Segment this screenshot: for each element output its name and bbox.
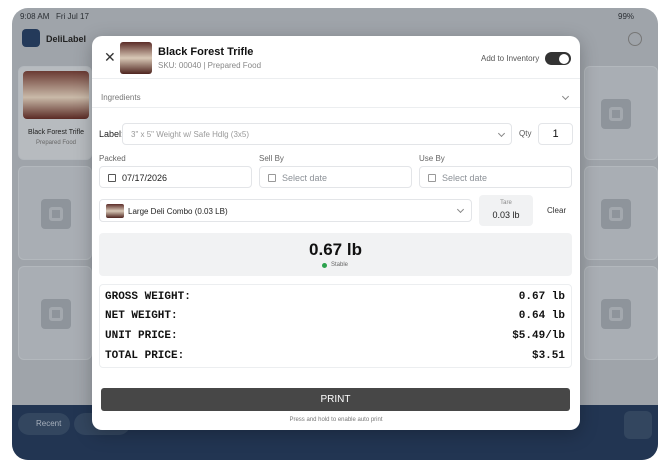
label-caption: Label:: [99, 129, 124, 139]
qty-input[interactable]: 1: [538, 123, 573, 145]
qty-label: Qty: [519, 129, 532, 138]
product-thumbnail: [120, 42, 152, 74]
status-date: Fri Jul 17: [56, 12, 89, 21]
toggle-label: Add to Inventory: [481, 54, 540, 63]
product-name: Black Forest Trifle: [27, 129, 84, 136]
container-select[interactable]: Large Deli Combo (0.03 LB): [99, 199, 472, 222]
print-button[interactable]: PRINT: [101, 388, 570, 411]
search-button[interactable]: [624, 411, 652, 439]
summary-value: $3.51: [531, 350, 565, 362]
divider: [92, 107, 580, 108]
product-image: [23, 71, 89, 119]
label-select[interactable]: 3" x 5" Weight w/ Safe Hdlg (3x5): [122, 123, 512, 145]
calendar-icon: [108, 174, 116, 182]
date-label: Use By: [419, 154, 445, 163]
summary-label: TOTAL PRICE:: [105, 350, 185, 362]
tare-value: 0.03 lb: [492, 210, 520, 220]
modal-title: Black Forest Trifle: [158, 46, 254, 58]
summary-value: 0.64 lb: [518, 310, 565, 322]
placeholder-tile: [18, 266, 92, 360]
date-input[interactable]: Select date: [419, 166, 572, 188]
tare-box: Tare 0.03 lb: [479, 195, 533, 226]
tare-label: Tare: [500, 200, 512, 206]
summary-value: $5.49/lb: [512, 330, 565, 342]
settings-button[interactable]: [628, 32, 642, 46]
placeholder-tile: [18, 166, 92, 260]
summary-table: GROSS WEIGHT: 0.67 lb NET WEIGHT: 0.64 l…: [99, 284, 572, 368]
date-value: Select date: [282, 173, 328, 183]
app-logo: [22, 29, 40, 47]
stable-dot: [322, 263, 327, 268]
summary-label: GROSS WEIGHT:: [105, 291, 191, 303]
label-modal: ✕ Black Forest Trifle SKU: 00040 | Prepa…: [92, 36, 580, 430]
product-category: Prepared Food: [35, 140, 77, 146]
print-hint: Press and hold to enable auto print: [289, 417, 383, 423]
container-thumbnail: [106, 204, 124, 218]
scale-display: 0.67 lb Stable: [99, 233, 572, 276]
date-label: Sell By: [259, 154, 284, 163]
summary-label: UNIT PRICE:: [105, 330, 178, 342]
placeholder-tile: [584, 166, 658, 260]
chevron: [497, 129, 506, 138]
chevron: [456, 205, 465, 214]
placeholder-tile: [584, 66, 658, 160]
date-label: Packed: [99, 154, 126, 163]
status-time: 9:08 AM: [20, 12, 50, 21]
date-value: 07/17/2026: [122, 173, 168, 183]
status-battery: 99%: [618, 12, 635, 21]
scale-weight: 0.67 lb: [309, 240, 362, 259]
app-name: DeliLabel: [46, 34, 87, 44]
modal-subtitle: SKU: 00040 | Prepared Food: [158, 61, 262, 70]
scale-status: Stable: [331, 262, 349, 268]
placeholder-tile: [584, 266, 658, 360]
calendar-icon: [268, 174, 276, 182]
calendar-icon: [428, 174, 436, 182]
close-button[interactable]: ✕: [104, 49, 116, 65]
recent-chip[interactable]: Recent: [18, 413, 70, 435]
date-input[interactable]: Select date: [259, 166, 412, 188]
inventory-toggle[interactable]: [545, 52, 571, 65]
product-card[interactable]: Black Forest Trifle Prepared Food: [18, 66, 92, 160]
summary-value: 0.67 lb: [518, 291, 565, 303]
divider: [92, 78, 580, 79]
ingredients-toggle[interactable]: Ingredients: [101, 93, 141, 102]
container-value: Large Deli Combo (0.03 LB): [128, 207, 228, 216]
date-input[interactable]: 07/17/2026: [99, 166, 252, 188]
clear-button[interactable]: Clear: [547, 206, 567, 215]
date-value: Select date: [442, 173, 488, 183]
summary-label: NET WEIGHT:: [105, 310, 178, 322]
label-select-value: 3" x 5" Weight w/ Safe Hdlg (3x5): [131, 130, 250, 139]
chevron: [561, 92, 570, 101]
